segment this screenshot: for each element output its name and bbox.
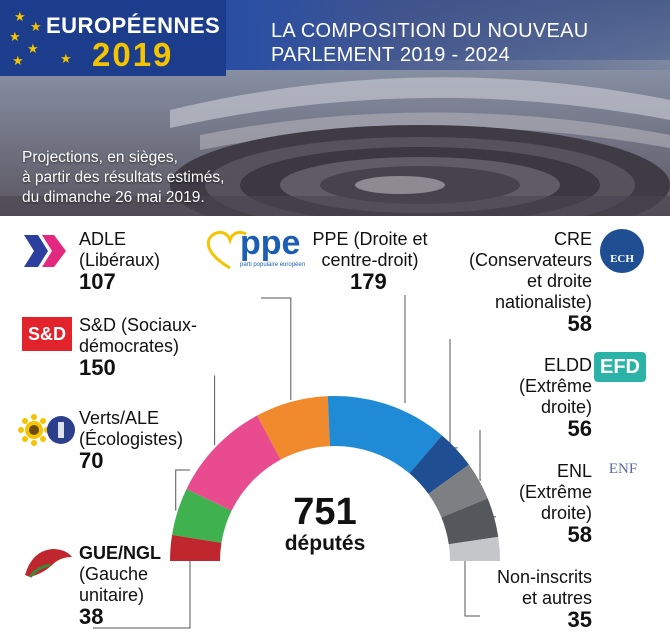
- label-ppe: PPE (Droite et centre-droit) 179: [300, 229, 440, 294]
- label-enl: ENL (Extrême droite) 58: [480, 461, 592, 547]
- label-cre: CRE (Conservateurs et droite nationalist…: [440, 229, 592, 336]
- subtitle: Projections, en sièges, à partir des rés…: [22, 148, 282, 208]
- leader-line-ni: [464, 548, 480, 617]
- slice-enl: [441, 498, 499, 545]
- slice-eldd: [428, 464, 488, 518]
- seat-count: 107: [79, 269, 116, 294]
- group-desc: unitaire): [79, 585, 145, 605]
- slice-ni: [448, 536, 500, 561]
- group-desc: et autres: [521, 588, 592, 608]
- group-desc: nationaliste): [494, 292, 592, 312]
- seat-count: 179: [350, 269, 387, 294]
- slice-verts-ale: [172, 488, 232, 543]
- efd-logo-text: EFD: [600, 356, 640, 378]
- label-adle: ADLE (Libéraux) 107: [79, 229, 161, 294]
- leader-line-verts-ale: [175, 469, 190, 511]
- group-desc: (Extrême: [518, 376, 592, 396]
- ech-logo-icon: ECH: [600, 229, 644, 273]
- ech-logo-text: ECH: [610, 253, 634, 265]
- ppe-heart-icon: [206, 230, 247, 270]
- seat-count: 38: [79, 604, 104, 629]
- group-name: Verts/ALE: [79, 408, 160, 428]
- group-name: PPE (Droite et: [312, 229, 428, 249]
- brand-title: EUROPÉENNES: [46, 13, 221, 38]
- page-title: LA COMPOSITION DU NOUVEAU PARLEMENT 2019…: [271, 19, 651, 67]
- group-desc: (Libéraux): [79, 250, 161, 270]
- leader-lines: [93, 295, 497, 629]
- slice-adle: [257, 396, 330, 460]
- group-desc: droite): [540, 503, 592, 523]
- eu-star-icon: ★: [9, 29, 21, 44]
- seat-count: 58: [567, 311, 592, 336]
- group-desc: et droite: [526, 271, 592, 291]
- group-desc: (Extrême: [518, 482, 592, 502]
- eu-star-icon: ★: [30, 19, 42, 34]
- eu-star-icon: ★: [60, 51, 72, 66]
- seat-count: 35: [567, 607, 592, 632]
- eu-star-icon: ★: [27, 41, 39, 56]
- group-name: ADLE: [79, 229, 127, 249]
- subtitle-line: du dimanche 26 mai 2019.: [22, 189, 205, 206]
- gue-ngl-logo-icon: [25, 549, 72, 578]
- sd-logo-text: S&D: [27, 324, 66, 344]
- subtitle-line: Projections, en sièges,: [22, 149, 178, 166]
- leader-line-gue-ngl: [93, 547, 191, 629]
- slice-cre: [409, 435, 469, 494]
- brand-box: ★ ★ ★ ★ ★ ★ EUROPÉENNES 2019: [0, 0, 226, 76]
- label-non-inscrits: Non-inscrits et autres 35: [460, 567, 592, 632]
- seat-count: 150: [79, 355, 116, 380]
- seat-count: 70: [79, 448, 104, 473]
- hemicycle-chart: [93, 295, 500, 629]
- ppe-logo: ppe parti populaire européen: [200, 224, 305, 272]
- label-verts: Verts/ALE (Écologistes) 70: [79, 408, 184, 473]
- seat-total: 751 députés: [250, 492, 400, 556]
- group-name: ELDD: [543, 355, 592, 375]
- ppe-logo-subtext: parti populaire européen: [240, 262, 306, 268]
- slice-ppe: [327, 396, 442, 474]
- ppe-logo-text: ppe: [240, 224, 301, 262]
- leader-line-adle: [261, 297, 292, 400]
- eu-star-icon: ★: [12, 53, 24, 68]
- seat-count: 58: [567, 522, 592, 547]
- group-desc: centre-droit): [321, 250, 419, 270]
- slice-s-d: [186, 415, 281, 511]
- total-seats: 751: [293, 491, 357, 533]
- chart-slices: [170, 396, 500, 561]
- eu-star-icon: ★: [14, 9, 26, 24]
- verts-ale-logo-icon: [18, 414, 75, 446]
- leader-line-eldd: [479, 430, 482, 481]
- title-line: LA COMPOSITION DU NOUVEAU: [271, 20, 589, 42]
- group-desc: (Conservateurs: [468, 250, 592, 270]
- sd-logo-icon: S&D: [22, 317, 72, 351]
- leader-line-cre: [449, 339, 458, 449]
- efd-logo-icon: EFD: [594, 352, 646, 382]
- group-name: GUE/NGL: [79, 543, 162, 563]
- label-gue: GUE/NGL (Gauche unitaire) 38: [79, 543, 162, 629]
- slice-gue-ngl: [170, 534, 222, 561]
- group-desc: (Écologistes): [79, 429, 184, 449]
- brand-year: 2019: [92, 36, 174, 73]
- adle-logo-icon: [24, 235, 66, 267]
- title-line: PARLEMENT 2019 - 2024: [271, 44, 511, 66]
- label-sd: S&D (Sociaux- démocrates) 150: [79, 315, 198, 380]
- subtitle-line: à partir des résultats estimés,: [22, 169, 225, 186]
- group-name: Non-inscrits: [496, 567, 592, 587]
- group-desc: démocrates): [79, 336, 180, 356]
- group-desc: droite): [540, 397, 592, 417]
- seat-count: 56: [567, 416, 592, 441]
- total-label: députés: [284, 532, 366, 555]
- group-name: ENL: [556, 461, 592, 481]
- header-banner: ★ ★ ★ ★ ★ ★ EUROPÉENNES 2019 LA COMPOSIT…: [0, 0, 670, 216]
- enf-logo-text: ENF: [608, 461, 638, 477]
- parliament-hemicycle-photo: [0, 60, 670, 216]
- enf-logo-icon: ENF: [596, 458, 650, 480]
- group-name: CRE: [553, 229, 592, 249]
- group-name: S&D (Sociaux-: [79, 315, 198, 335]
- group-desc: (Gauche: [79, 564, 149, 584]
- leader-line-s-d: [214, 375, 216, 446]
- label-eldd: ELDD (Extrême droite) 56: [480, 355, 592, 441]
